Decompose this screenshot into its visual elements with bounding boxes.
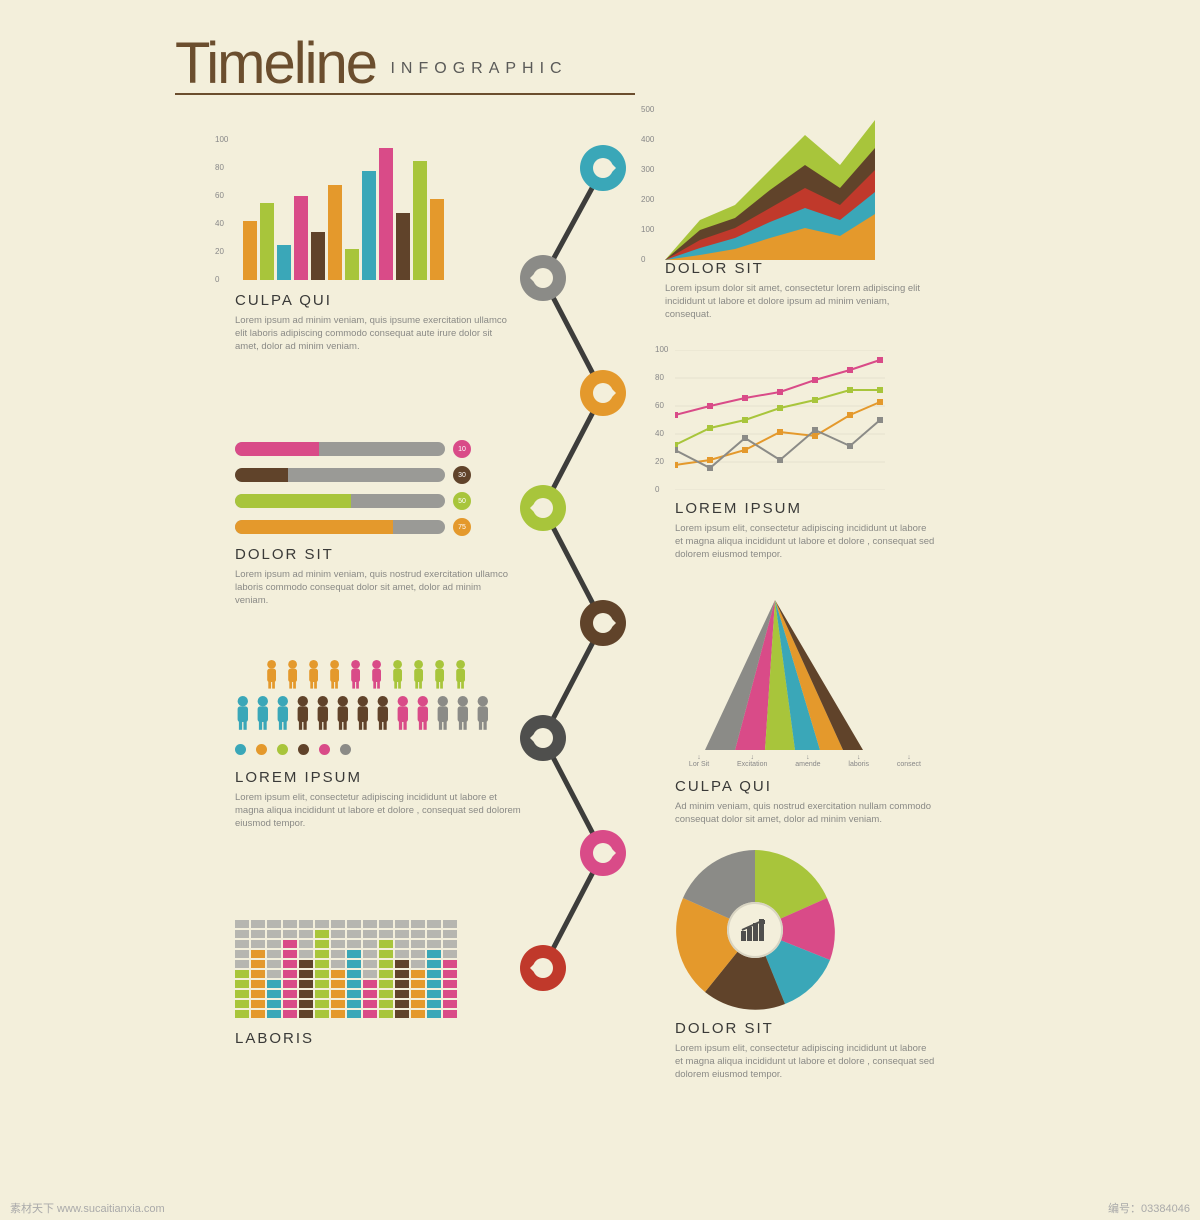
bar [277,245,291,280]
progress-row: 10 [235,440,515,458]
block-grid [235,920,515,1018]
s2-text: Lorem ipsum ad minim veniam, quis ipsume… [235,315,515,353]
legend-dot [298,744,309,755]
s5-text: Ad minim veniam, quis nostrud exercitati… [675,801,935,827]
title-sub: INFOGRAPHIC [390,60,567,78]
page-footer: 素材天下 www.sucaitianxia.com 编号：03384046 [0,1200,1200,1216]
bar [362,171,376,280]
footer-right: 编号：03384046 [1108,1200,1190,1216]
s6-heading: LOREM IPSUM [235,769,525,786]
infographic-page: Timeline INFOGRAPHIC 0100200300400500 DO… [165,20,1035,1180]
legend-dot [319,744,330,755]
timeline-node [520,255,566,301]
legend-dot [277,744,288,755]
people-icons [235,660,525,755]
s1-text: Lorem ipsum dolor sit amet, consectetur … [665,283,925,321]
s7-text: Lorem ipsum elit, consectetur adipiscing… [675,1043,935,1081]
legend-dot [235,744,246,755]
bar [243,221,257,280]
footer-left: 素材天下 www.sucaitianxia.com [10,1200,165,1216]
title-block: Timeline INFOGRAPHIC [175,30,635,95]
section-line: 020406080100 LOREM IPSUM Lorem ipsum eli… [675,350,935,561]
s3-heading: LOREM IPSUM [675,500,935,517]
bar [396,213,410,280]
section-area: 0100200300400500 DOLOR SIT Lorem ipsum d… [665,110,925,321]
s4-text: Lorem ipsum ad minim veniam, quis nostru… [235,569,515,607]
timeline-node [580,830,626,876]
section-blocks: LABORIS [235,920,515,1053]
section-people: LOREM IPSUM Lorem ipsum elit, consectetu… [235,660,525,830]
donut-center-icon [727,902,783,958]
timeline-node [580,145,626,191]
bar [379,148,393,280]
s3-text: Lorem ipsum elit, consectetur adipiscing… [675,523,935,561]
timeline-node [520,485,566,531]
area-chart: 0100200300400500 [665,110,875,260]
s5-heading: CULPA QUI [675,778,935,795]
bar [260,203,274,280]
progress-row: 30 [235,466,515,484]
bar [345,249,359,280]
donut-chart [675,850,835,1010]
timeline-node [580,600,626,646]
progress-bars: 10 30 50 75 [235,440,515,536]
bar [413,161,427,280]
progress-row: 75 [235,518,515,536]
s8-heading: LABORIS [235,1030,515,1047]
pyramid-labels: ↓Lor Sit↓Excitation↓amende↓laboris↓conse… [675,754,935,768]
s2-heading: CULPA QUI [235,292,515,309]
section-progress: 10 30 50 75 DOLOR SIT Lorem ipsum ad min… [235,440,515,607]
bar [294,196,308,280]
s6-text: Lorem ipsum elit, consectetur adipiscing… [235,792,525,830]
pyramid-chart [675,600,875,750]
timeline-node [580,370,626,416]
bar [430,199,444,280]
section-donut: DOLOR SIT Lorem ipsum elit, consectetur … [675,850,935,1081]
title-main: Timeline [175,31,376,96]
line-chart: 020406080100 [675,350,885,490]
legend-dot [340,744,351,755]
s4-heading: DOLOR SIT [235,546,515,563]
section-pyramid: ↓Lor Sit↓Excitation↓amende↓laboris↓conse… [675,600,935,827]
section-bar: 020406080100 CULPA QUI Lorem ipsum ad mi… [235,130,515,353]
timeline-node [520,715,566,761]
timeline-node [520,945,566,991]
s7-heading: DOLOR SIT [675,1020,935,1037]
progress-row: 50 [235,492,515,510]
legend-dot [256,744,267,755]
bar [311,232,325,280]
bar [328,185,342,280]
bar-chart: 020406080100 [235,130,475,280]
